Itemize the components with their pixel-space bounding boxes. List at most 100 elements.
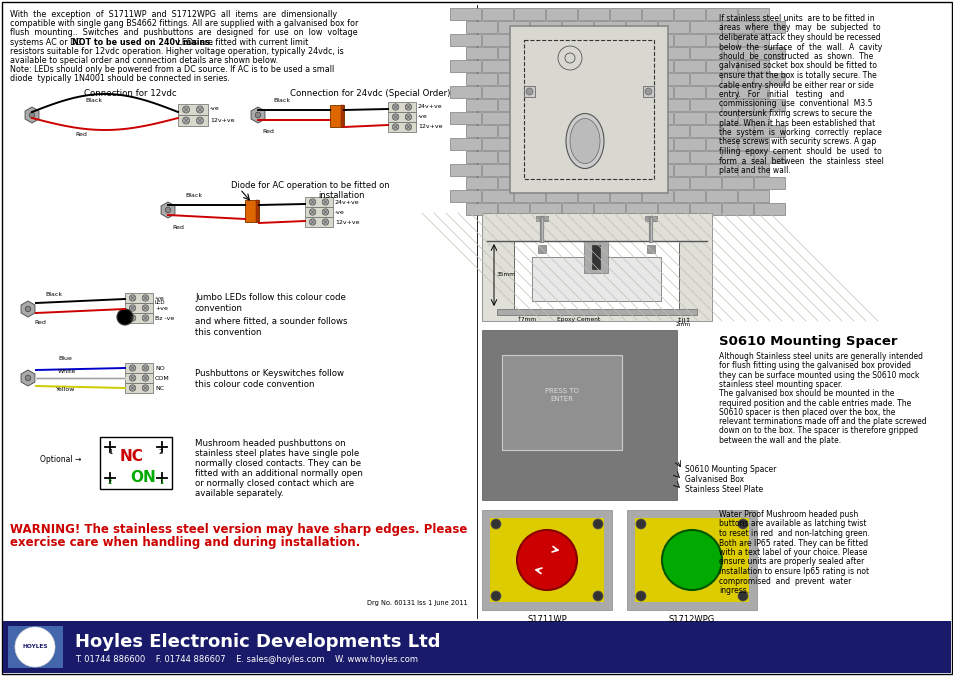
Bar [658, 151, 688, 163]
Text: below  the  surface  of  the  wall.  A  cavity: below the surface of the wall. A cavity [719, 43, 882, 51]
Bar [8, 626, 63, 668]
Bar [738, 34, 768, 46]
Bar [738, 190, 768, 202]
Bar [641, 190, 672, 202]
Bar [753, 177, 784, 189]
Text: -ve: -ve [154, 295, 165, 301]
Text: Both are IP65 rated. They can be fitted: Both are IP65 rated. They can be fitted [719, 539, 867, 548]
Bar [465, 203, 497, 215]
Text: With  the  exception  of  S1711WP  and  S1712WPG  all  items  are  dimensionally: With the exception of S1711WP and S1712W… [10, 10, 336, 19]
Bar [609, 8, 640, 20]
Bar [625, 125, 657, 137]
Text: COM: COM [154, 375, 170, 381]
Text: down on to the box. The spacer is therefore gripped: down on to the box. The spacer is theref… [719, 427, 917, 435]
Text: these screws with security screws. A gap: these screws with security screws. A gap [719, 137, 875, 147]
Text: Note: LEDs should only be powered from a DC source. If AC is to be used a small: Note: LEDs should only be powered from a… [10, 65, 334, 74]
Bar [658, 203, 688, 215]
Bar [721, 21, 752, 33]
Bar [753, 47, 784, 59]
Bar [578, 190, 608, 202]
Text: 24v+ve: 24v+ve [335, 199, 359, 205]
Text: Although Stainless steel units are generally intended: Although Stainless steel units are gener… [719, 352, 923, 361]
Bar [642, 86, 654, 97]
Bar [561, 21, 593, 33]
Text: +ve: +ve [154, 306, 168, 310]
Text: relevant terminations made off and the plate screwed: relevant terminations made off and the p… [719, 417, 925, 426]
Circle shape [491, 591, 500, 601]
Circle shape [117, 309, 132, 325]
Bar [635, 518, 748, 602]
Bar [594, 47, 624, 59]
Text: 1: 1 [108, 449, 112, 455]
Circle shape [15, 627, 55, 667]
Bar [530, 177, 560, 189]
Circle shape [405, 114, 411, 120]
Text: ingress.: ingress. [719, 586, 748, 595]
Bar [481, 510, 612, 610]
Bar [481, 8, 513, 20]
Bar [658, 125, 688, 137]
Text: Red: Red [75, 132, 87, 137]
Bar [125, 383, 152, 393]
Bar [641, 8, 672, 20]
Bar [465, 73, 497, 85]
Bar [578, 138, 608, 150]
Text: Blue: Blue [58, 356, 71, 361]
Text: LED: LED [154, 301, 166, 306]
Bar [490, 518, 603, 602]
Text: If stainless steel units  are to be fitted in: If stainless steel units are to be fitte… [719, 14, 874, 23]
Bar [583, 241, 607, 273]
Text: 35mm: 35mm [497, 272, 516, 278]
Text: S1711WP: S1711WP [527, 615, 566, 624]
Text: or normally closed contact which are: or normally closed contact which are [194, 479, 354, 488]
Circle shape [130, 315, 135, 321]
Circle shape [142, 305, 149, 311]
Bar [497, 309, 697, 315]
Bar [753, 125, 784, 137]
Text: filling  epoxy  cement  should  be  used  to: filling epoxy cement should be used to [719, 147, 881, 156]
Circle shape [142, 385, 149, 391]
Text: Yellow: Yellow [56, 387, 75, 392]
Bar [450, 34, 480, 46]
Polygon shape [161, 202, 174, 218]
Text: Jumbo LEDs follow this colour code: Jumbo LEDs follow this colour code [194, 293, 346, 302]
Bar [705, 34, 737, 46]
Text: systems AC or DC.: systems AC or DC. [10, 38, 87, 47]
Circle shape [525, 88, 533, 95]
Bar [673, 8, 704, 20]
Text: between the wall and the plate.: between the wall and the plate. [719, 436, 841, 445]
Text: Black: Black [185, 193, 202, 198]
Text: to reset in red  and non-latching green.: to reset in red and non-latching green. [719, 529, 869, 538]
Bar [705, 112, 737, 124]
Polygon shape [21, 301, 35, 317]
Text: Black: Black [85, 98, 102, 103]
Circle shape [322, 219, 328, 225]
Text: Optional →: Optional → [40, 456, 81, 464]
Bar [530, 73, 560, 85]
Bar [537, 245, 545, 253]
Bar [738, 164, 768, 176]
Bar [530, 99, 560, 111]
Bar [738, 112, 768, 124]
Bar [753, 21, 784, 33]
Bar [514, 8, 544, 20]
Bar [578, 112, 608, 124]
Text: the  system  is  working  correctly  replace: the system is working correctly replace [719, 128, 881, 137]
Bar [609, 138, 640, 150]
Circle shape [142, 375, 149, 381]
Bar [578, 164, 608, 176]
Bar [609, 34, 640, 46]
Bar [658, 73, 688, 85]
Bar [125, 293, 152, 303]
Bar [705, 164, 737, 176]
Text: PRESS TO
ENTER: PRESS TO ENTER [544, 388, 578, 402]
Bar [497, 47, 529, 59]
Bar [530, 125, 560, 137]
Text: form  a  seal  between  the  stainless  steel: form a seal between the stainless steel [719, 157, 882, 166]
Bar [497, 21, 529, 33]
Circle shape [130, 295, 135, 301]
Text: convention: convention [194, 304, 243, 313]
Bar [609, 60, 640, 72]
Bar [561, 73, 593, 85]
Bar [705, 60, 737, 72]
